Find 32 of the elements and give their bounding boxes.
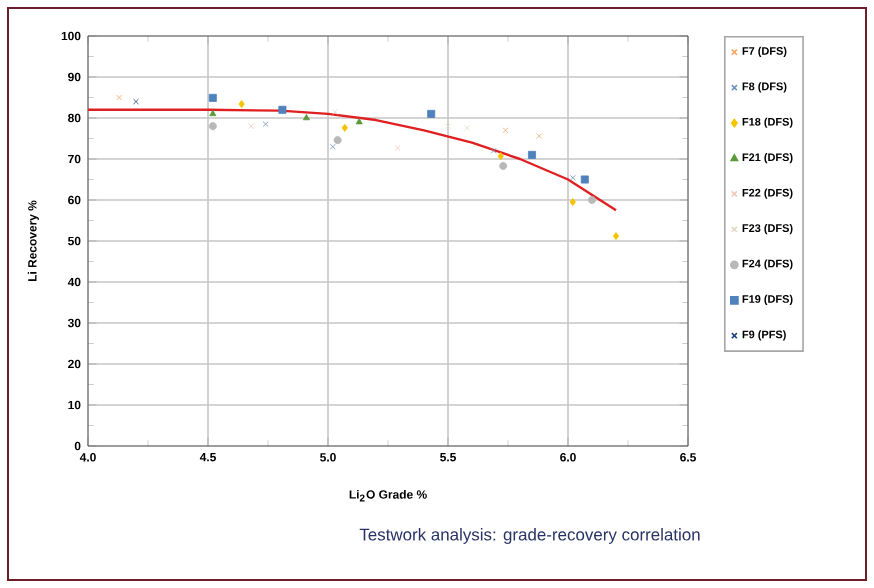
point — [499, 161, 508, 170]
point — [116, 94, 123, 101]
point — [355, 118, 363, 125]
line-series — [88, 108, 618, 212]
point — [569, 198, 576, 207]
point — [445, 123, 451, 130]
point — [490, 147, 497, 154]
point — [209, 109, 217, 117]
point — [528, 150, 536, 159]
point — [341, 123, 348, 132]
point — [502, 127, 509, 134]
point — [329, 143, 336, 150]
point — [208, 122, 217, 131]
point — [569, 174, 576, 181]
point — [248, 123, 255, 130]
point — [427, 109, 436, 118]
point — [588, 196, 596, 204]
point — [133, 98, 139, 105]
point — [332, 108, 339, 115]
point — [208, 93, 217, 102]
text: Testwork analysis: grade-recovery correlation — [359, 528, 700, 544]
point — [238, 100, 245, 109]
point — [536, 133, 543, 139]
point — [464, 124, 471, 131]
point — [497, 152, 504, 161]
point — [394, 144, 401, 151]
point — [580, 175, 589, 184]
point — [302, 114, 310, 121]
point — [333, 136, 342, 145]
point — [612, 232, 620, 241]
point — [262, 121, 269, 128]
point — [278, 105, 287, 114]
